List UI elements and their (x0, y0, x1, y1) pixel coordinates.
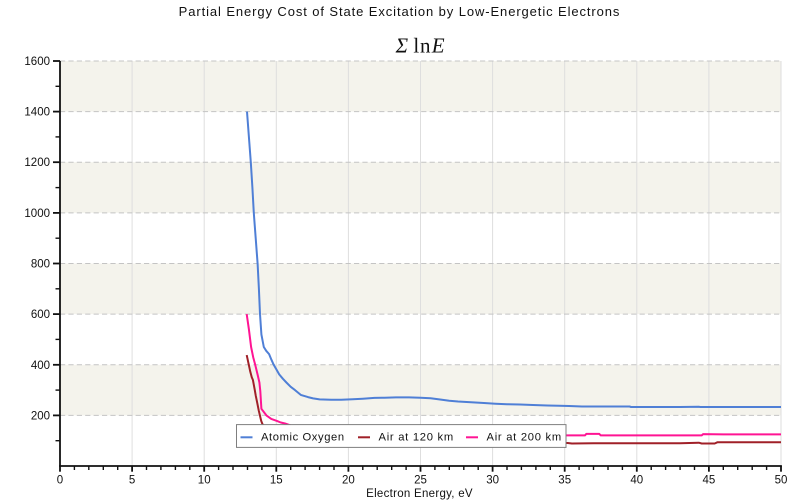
svg-text:40: 40 (630, 474, 643, 486)
svg-text:800: 800 (31, 259, 50, 271)
svg-text:35: 35 (558, 474, 571, 486)
svg-text:5: 5 (129, 474, 135, 486)
svg-text:25: 25 (414, 474, 427, 486)
svg-text:Air at 120 km: Air at 120 km (379, 432, 454, 444)
svg-text:1000: 1000 (24, 208, 50, 220)
svg-text:400: 400 (31, 360, 50, 372)
svg-text:Partial Energy Cost of State E: Partial Energy Cost of State Excitation … (179, 4, 621, 19)
svg-text:15: 15 (270, 474, 283, 486)
svg-text:200: 200 (31, 410, 50, 422)
svg-text:45: 45 (703, 474, 716, 486)
svg-text:1400: 1400 (24, 107, 50, 119)
svg-text:1200: 1200 (24, 157, 50, 169)
svg-text:Electron Energy, eV: Electron Energy, eV (366, 488, 473, 500)
svg-text:600: 600 (31, 309, 50, 321)
svg-text:0: 0 (57, 474, 63, 486)
svg-text:10: 10 (198, 474, 211, 486)
svg-text:Air at 200 km: Air at 200 km (487, 432, 562, 444)
svg-text:Atomic Oxygen: Atomic Oxygen (261, 432, 345, 444)
svg-text:20: 20 (342, 474, 355, 486)
svg-text:50: 50 (775, 474, 788, 486)
svg-text:30: 30 (486, 474, 499, 486)
svg-text:1600: 1600 (24, 56, 50, 68)
